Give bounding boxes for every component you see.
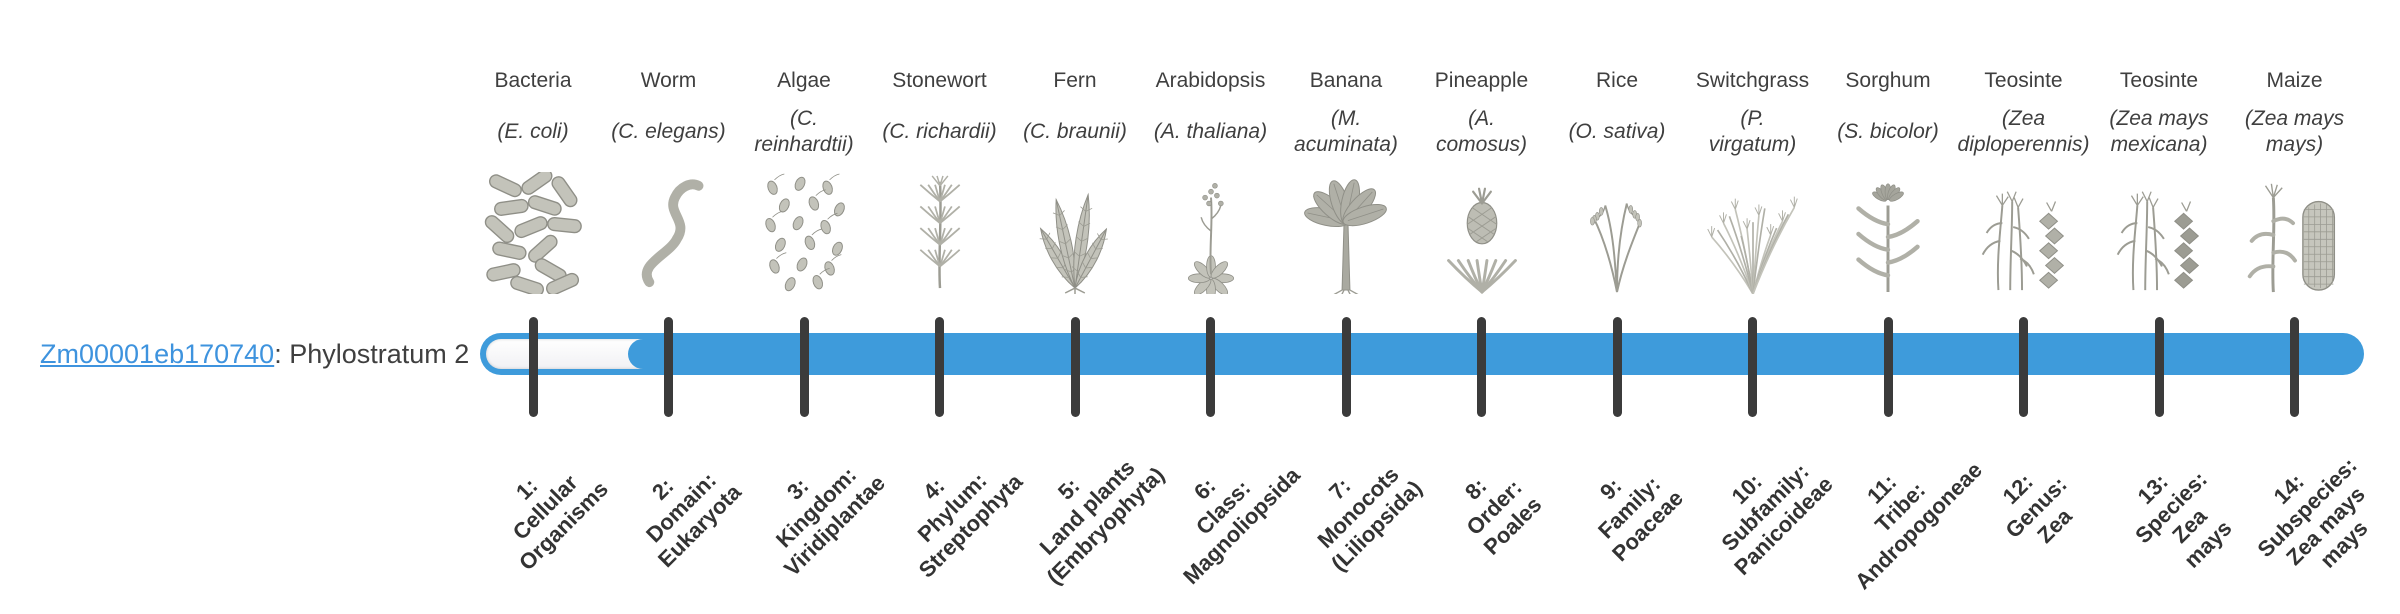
organism-common-name: Worm bbox=[640, 69, 697, 92]
organism-scientific-name: (C. reinhardtii) bbox=[754, 107, 854, 156]
organism-common-name: Teosinte bbox=[2119, 69, 2199, 92]
fern-illustration bbox=[1023, 172, 1127, 294]
organism-scientific-name: (E. coli) bbox=[497, 120, 569, 143]
stratum-tick bbox=[1070, 317, 1080, 417]
organism-scientific-name: (O. sativa) bbox=[1568, 120, 1666, 143]
organism-common-name: Rice bbox=[1595, 69, 1638, 92]
maize-illustration bbox=[2243, 172, 2347, 294]
stratum-column-11: Sorghum (S. bicolor) 11: Tribe: Andropog… bbox=[1803, 0, 1987, 594]
bacteria-illustration bbox=[481, 168, 585, 297]
stratum-tick bbox=[935, 317, 944, 417]
stratum-tick bbox=[1748, 317, 1757, 417]
stratum-column-3: Algae (C. reinhardtii) 3: Kingdom: Virid… bbox=[719, 0, 889, 581]
organism-common-name: Teosinte bbox=[1984, 69, 2063, 92]
organism-common-name: Switchgrass bbox=[1695, 69, 1810, 92]
stratum-column-5: Fern (C. braunii) 5: Land plants (Embryo… bbox=[990, 0, 1169, 589]
organism-scientific-name: (Zea mays mays) bbox=[2244, 107, 2345, 156]
stratum-rank-label: 14: Subspecies: Zea mays mays bbox=[2251, 452, 2373, 573]
stratum-column-13: Teosinte (Zea mays mexicana) 13: Species… bbox=[2074, 0, 2244, 580]
organism-common-name: Sorghum bbox=[1845, 69, 1931, 92]
organism-scientific-name: (Zea diploperennis) bbox=[1957, 107, 2090, 156]
organism-common-name: Banana bbox=[1309, 69, 1383, 92]
stratum-tick bbox=[1883, 317, 1893, 417]
organism-common-name: Fern bbox=[1053, 69, 1097, 92]
stratum-tick bbox=[2290, 317, 2299, 417]
stratum-tick bbox=[799, 317, 809, 417]
teosinte-diploperennis-illustration bbox=[1972, 172, 2076, 294]
stonewort-illustration bbox=[888, 172, 992, 294]
stratum-column-14: Maize (Zea mays mays) 14: Subspecies: Ze… bbox=[2210, 0, 2380, 580]
sorghum-illustration bbox=[1836, 172, 1940, 294]
organism-scientific-name: (A. thaliana) bbox=[1153, 120, 1268, 143]
stratum-tick bbox=[1477, 317, 1486, 417]
pineapple-illustration bbox=[1430, 172, 1534, 294]
stratum-column-10: Switchgrass (P. virgatum) 10: Subfamily:… bbox=[1668, 0, 1838, 580]
organism-scientific-name: (Zea mays mexicana) bbox=[2109, 107, 2209, 156]
banana-illustration bbox=[1294, 172, 1398, 297]
organism-scientific-name: (C. richardii) bbox=[882, 120, 997, 143]
stratum-tick bbox=[2154, 317, 2164, 417]
arabidopsis-illustration bbox=[1159, 172, 1263, 302]
gene-id-link[interactable]: Zm00001eb170740 bbox=[40, 339, 275, 369]
stratum-tick bbox=[664, 317, 673, 417]
stratum-column-7: Banana (M. acuminata) 7: Monocots (Lilio… bbox=[1261, 0, 1431, 580]
worm-illustration bbox=[617, 172, 721, 294]
stratum-tick bbox=[528, 317, 538, 417]
stratum-tick bbox=[1341, 317, 1351, 417]
stratum-column-9: Rice (O. sativa) 9: Family: Poaceae bbox=[1532, 0, 1702, 580]
organism-scientific-name: (P. virgatum) bbox=[1708, 107, 1797, 156]
organism-common-name: Algae bbox=[777, 69, 831, 92]
organism-common-name: Pineapple bbox=[1434, 69, 1529, 92]
algae-illustration bbox=[752, 172, 856, 294]
phylostratum-bar bbox=[480, 333, 2364, 375]
stratum-column-6: Arabidopsis (A. thaliana) 6: Class: Magn… bbox=[1126, 0, 1304, 589]
stratum-column-4: Stonewort (C. richardii) 4: Phylum: Stre… bbox=[855, 0, 1026, 583]
organism-scientific-name: (C. braunii) bbox=[1023, 120, 1127, 143]
stratum-column-1: Bacteria (E. coli) 1: Cellular Organisms bbox=[448, 0, 618, 580]
organism-scientific-name: (S. bicolor) bbox=[1837, 120, 1939, 143]
organism-common-name: Arabidopsis bbox=[1155, 69, 1266, 92]
organism-common-name: Bacteria bbox=[494, 69, 572, 92]
organism-common-name: Maize bbox=[2266, 69, 2323, 92]
stratum-tick bbox=[2019, 317, 2028, 417]
organism-scientific-name: (M. acuminata) bbox=[1294, 107, 1398, 156]
organism-scientific-name: (C. elegans) bbox=[611, 120, 726, 143]
organism-common-name: Stonewort bbox=[892, 69, 987, 92]
gene-phylostratum-text: : Phylostratum 2 bbox=[274, 339, 470, 369]
gene-label: Zm00001eb170740: Phylostratum 2 bbox=[40, 333, 469, 375]
switchgrass-illustration bbox=[1701, 172, 1805, 295]
stratum-tick bbox=[1612, 317, 1622, 417]
stratum-column-12: Teosinte (Zea diploperennis) 12: Genus: … bbox=[1939, 0, 2109, 580]
teosinte-mexicana-illustration bbox=[2107, 172, 2211, 294]
phylostratum-chart: Zm00001eb170740: Phylostratum 2 Bacteria… bbox=[40, 0, 2380, 594]
rice-illustration bbox=[1565, 172, 1669, 294]
stratum-column-8: Pineapple (A. comosus) 8: Order: Poales bbox=[1397, 0, 1567, 580]
stratum-tick bbox=[1206, 317, 1215, 417]
stratum-column-2: Worm (C. elegans) 2: Domain: Eukaryota bbox=[584, 0, 754, 580]
organism-scientific-name: (A. comosus) bbox=[1435, 107, 1528, 156]
